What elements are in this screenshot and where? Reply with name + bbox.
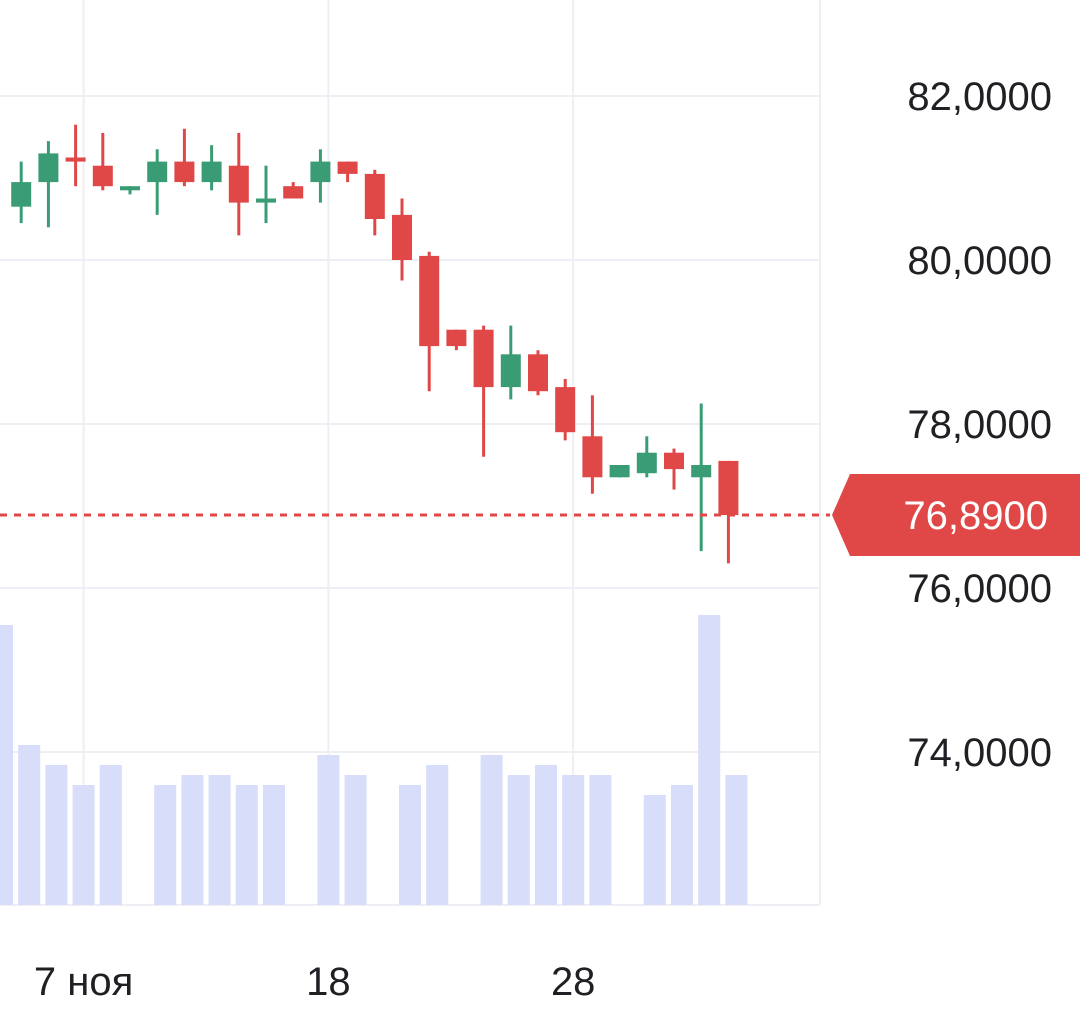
candle-body xyxy=(582,436,603,478)
candle-body xyxy=(555,387,576,433)
volume-bar xyxy=(589,775,612,905)
candle xyxy=(283,182,304,199)
candle xyxy=(718,460,739,564)
volume-bar xyxy=(208,775,231,905)
candle xyxy=(609,465,630,478)
volume-bar xyxy=(671,785,693,905)
volume-bar xyxy=(344,775,367,905)
candle-body xyxy=(392,214,412,260)
candle xyxy=(11,161,32,224)
volume-bar xyxy=(480,755,503,905)
candle-body xyxy=(337,161,358,174)
candle xyxy=(92,132,113,191)
candle xyxy=(664,448,684,490)
volume-bar xyxy=(562,775,585,905)
current-price-label: 76,8900 xyxy=(903,494,1048,538)
volume-bar xyxy=(154,785,177,905)
candle xyxy=(500,325,521,400)
grid-lines xyxy=(0,0,821,906)
y-tick-label: 82,0000 xyxy=(907,75,1052,119)
volume-bar xyxy=(426,765,449,905)
candle xyxy=(528,350,548,396)
volume-bar xyxy=(235,785,258,905)
candle xyxy=(310,149,331,203)
volume-bar xyxy=(72,785,95,905)
candles xyxy=(11,124,739,564)
candle-body xyxy=(500,354,521,388)
candle-body xyxy=(609,465,630,478)
candle xyxy=(256,165,276,224)
candle-body xyxy=(419,255,440,347)
volume-bar xyxy=(263,785,285,905)
candle-body xyxy=(364,173,385,219)
candle xyxy=(364,169,385,236)
y-axis-ticks: 82,0000 80,0000 78,0000 76,0000 74,0000 xyxy=(907,75,1052,775)
current-price-tag: 76,8900 xyxy=(832,474,1080,557)
candle-body xyxy=(120,186,140,191)
candle-body xyxy=(664,452,684,470)
candle xyxy=(446,329,467,351)
y-tick-label: 80,0000 xyxy=(907,239,1052,283)
y-tick-label: 78,0000 xyxy=(907,403,1052,447)
volume-bar xyxy=(317,755,340,905)
volume-bar xyxy=(0,625,13,905)
candle-body xyxy=(446,329,467,347)
candle xyxy=(228,132,249,236)
candle xyxy=(147,149,168,215)
candle-body xyxy=(174,161,195,183)
candle xyxy=(120,186,140,195)
x-tick-label: 7 ноя xyxy=(34,960,133,1004)
candle xyxy=(174,128,195,187)
candle xyxy=(65,124,86,187)
candle-body xyxy=(256,198,276,203)
volume-bar xyxy=(698,615,721,905)
candle-body xyxy=(65,157,86,162)
candle xyxy=(636,436,657,478)
candle-body xyxy=(92,165,113,187)
candle xyxy=(337,161,358,183)
candle-body xyxy=(283,186,304,199)
volume-bar xyxy=(535,765,557,905)
candle-body xyxy=(201,161,222,183)
candle xyxy=(392,198,412,281)
candle xyxy=(691,403,712,552)
candle-body xyxy=(691,465,712,478)
volume-bar xyxy=(725,775,748,905)
candle-body xyxy=(636,452,657,474)
volume-bar xyxy=(181,775,204,905)
candle-body xyxy=(528,354,548,392)
y-tick-label: 74,0000 xyxy=(907,731,1052,775)
candle-body xyxy=(310,161,331,183)
volume-bar xyxy=(99,765,122,905)
volume-bar xyxy=(643,795,666,905)
candle-body xyxy=(11,182,32,207)
candle-body xyxy=(228,165,249,203)
candle xyxy=(473,325,494,457)
candle xyxy=(38,141,59,228)
x-tick-label: 18 xyxy=(306,960,351,1004)
candle-body xyxy=(473,329,494,388)
candle-body xyxy=(147,161,168,183)
candle-body xyxy=(718,460,739,516)
x-axis-ticks: 7 ноя 18 28 xyxy=(34,960,596,1004)
candle xyxy=(419,251,440,392)
volume-bar xyxy=(18,745,41,905)
x-tick-label: 28 xyxy=(551,960,596,1004)
candle xyxy=(201,145,222,191)
y-tick-label: 76,0000 xyxy=(907,567,1052,611)
volume-bars xyxy=(0,615,748,905)
volume-bar xyxy=(507,775,530,905)
candle-body xyxy=(38,153,59,183)
volume-bar xyxy=(399,785,421,905)
candle xyxy=(555,378,576,441)
current-price-tag-bg xyxy=(832,474,1080,557)
candle xyxy=(582,395,603,494)
volume-bar xyxy=(45,765,68,905)
